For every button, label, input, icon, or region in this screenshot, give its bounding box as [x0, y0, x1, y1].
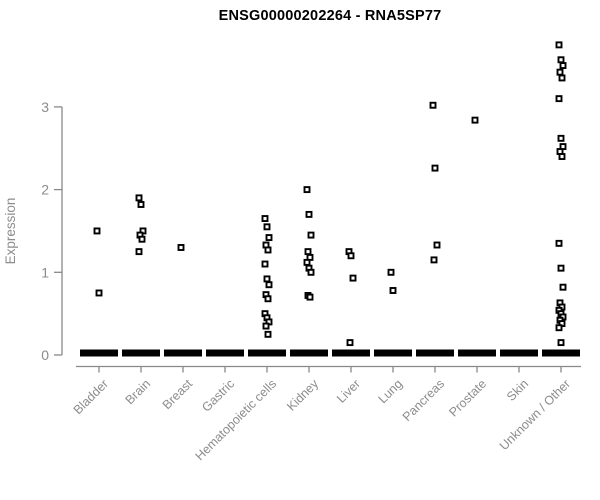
- data-point-marker: [558, 153, 566, 160]
- data-point-marker: [557, 56, 565, 64]
- zero-expression-bar: [206, 349, 244, 357]
- x-category-label: Bladder: [71, 377, 111, 417]
- data-point-marker: [264, 330, 272, 338]
- data-point-marker: [557, 339, 565, 347]
- data-point-marker: [306, 293, 314, 301]
- data-point-marker: [559, 283, 567, 291]
- x-category-label: Liver: [334, 377, 363, 406]
- zero-expression-bar: [416, 349, 454, 357]
- data-point-marker: [349, 274, 357, 282]
- data-point-marker: [471, 116, 479, 124]
- data-point-marker: [433, 241, 441, 249]
- data-point-marker: [307, 231, 315, 239]
- data-point-marker: [555, 95, 563, 103]
- data-point-marker: [387, 268, 395, 276]
- zero-expression-bar: [80, 349, 118, 357]
- data-point-marker: [138, 235, 146, 243]
- data-point-marker: [135, 248, 143, 256]
- data-point-marker: [177, 244, 185, 251]
- zero-expression-bar: [248, 349, 286, 357]
- x-category-label: Lung: [376, 377, 406, 407]
- y-tick-label: 3: [41, 99, 49, 115]
- zero-expression-bar: [500, 349, 538, 357]
- data-point-marker: [559, 62, 567, 69]
- x-category-label: Kidney: [284, 376, 321, 413]
- y-axis-title: Expression: [3, 198, 18, 265]
- x-category-label: Skin: [504, 377, 531, 404]
- data-point-marker: [263, 223, 271, 231]
- data-point-marker: [555, 324, 563, 332]
- data-point-marker: [265, 281, 273, 289]
- data-point-marker: [555, 239, 563, 247]
- data-point-marker: [264, 295, 272, 303]
- zero-expression-bar: [290, 349, 328, 357]
- data-point-marker: [307, 268, 315, 276]
- x-category-label: Pancreas: [400, 377, 447, 424]
- data-point-marker: [137, 201, 145, 208]
- data-point-marker: [263, 275, 271, 283]
- zero-expression-bar: [542, 349, 580, 357]
- data-point-marker: [347, 252, 355, 260]
- y-tick-label: 1: [41, 264, 49, 280]
- data-point-marker: [303, 258, 311, 266]
- data-point-marker: [95, 289, 103, 297]
- data-point-marker: [346, 339, 354, 347]
- data-point-marker: [261, 260, 269, 268]
- data-point-marker: [135, 194, 143, 202]
- zero-expression-bar: [164, 349, 202, 357]
- data-point-marker: [262, 322, 270, 330]
- data-point-marker: [429, 101, 437, 109]
- zero-expression-bar: [374, 349, 412, 357]
- x-category-label: Unknown / Other: [497, 377, 573, 453]
- data-point-marker: [261, 215, 269, 222]
- chart-title: ENSG00000202264 - RNA5SP77: [218, 8, 442, 24]
- data-point-marker: [264, 246, 272, 254]
- data-point-marker: [304, 248, 312, 256]
- data-point-marker: [265, 234, 273, 242]
- data-point-marker: [93, 227, 101, 235]
- data-point-marker: [558, 74, 566, 82]
- zero-expression-bar: [332, 349, 370, 357]
- data-point-marker: [430, 256, 438, 264]
- x-category-label: Gastric: [199, 377, 237, 415]
- data-point-marker: [431, 164, 439, 172]
- zero-expression-bar: [458, 349, 496, 357]
- data-point-marker: [557, 134, 565, 142]
- data-point-marker: [305, 210, 313, 218]
- data-point-marker: [556, 68, 564, 76]
- x-category-label: Prostate: [446, 377, 489, 420]
- data-point-marker: [555, 41, 563, 49]
- y-tick-label: 2: [41, 182, 49, 198]
- data-point-marker: [557, 264, 565, 272]
- x-category-label: Brain: [123, 377, 154, 408]
- x-category-label: Breast: [160, 376, 196, 412]
- zero-expression-bar: [122, 349, 160, 357]
- data-point-marker: [303, 186, 311, 194]
- x-category-label: Hematopoietic cells: [193, 377, 280, 464]
- data-point-marker: [389, 287, 397, 294]
- y-tick-label: 0: [41, 347, 49, 363]
